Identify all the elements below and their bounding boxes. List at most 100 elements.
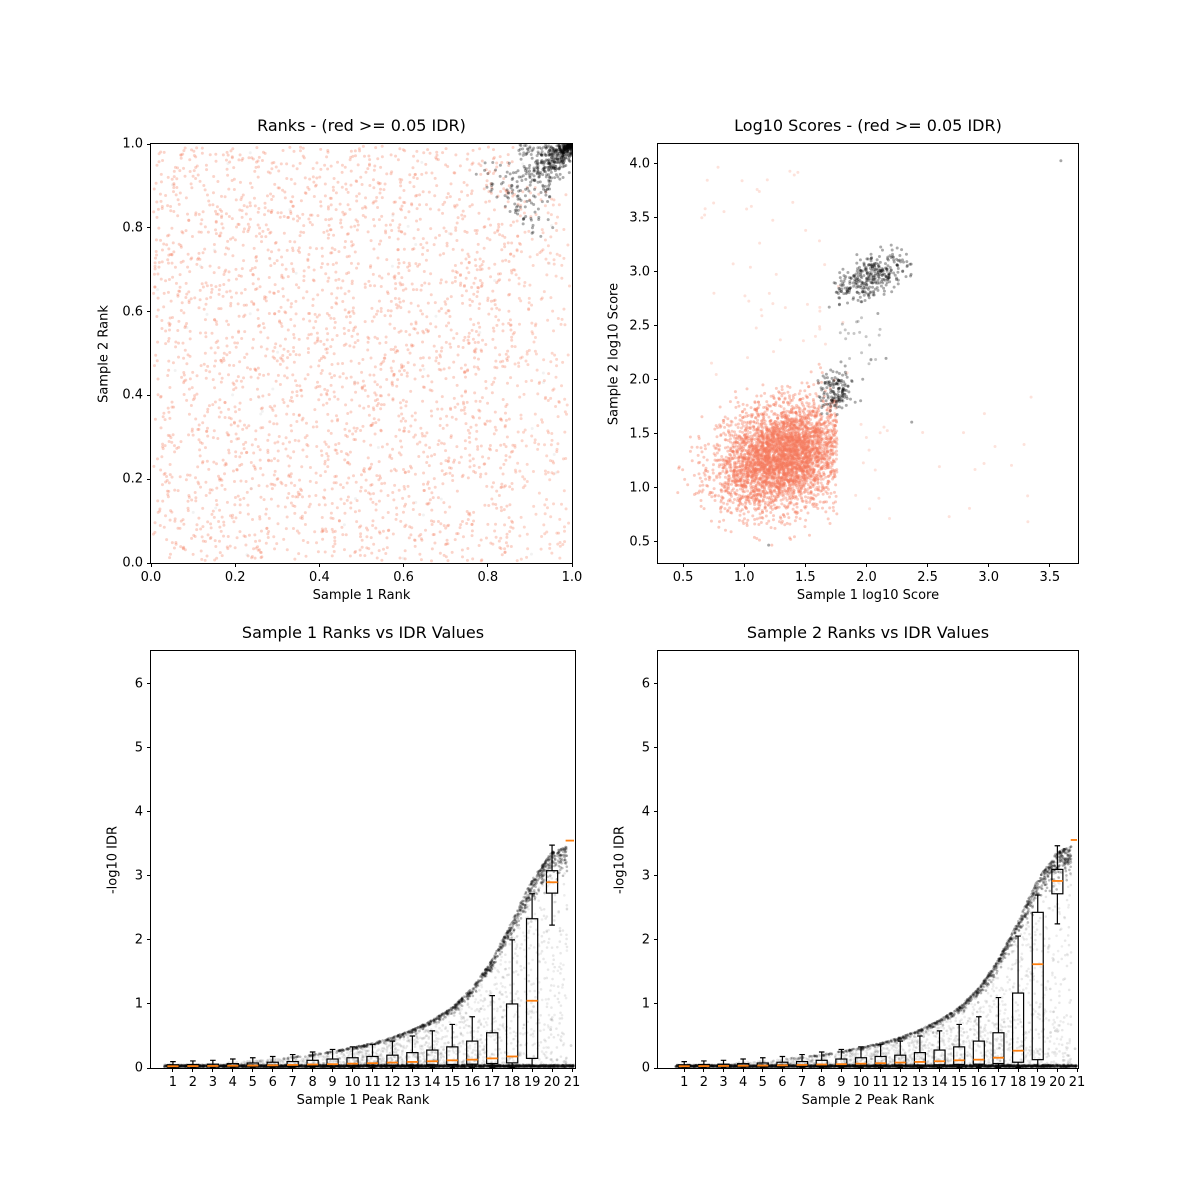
x-tick-label: 11 [364, 1075, 381, 1090]
x-tick-mark [531, 1068, 533, 1072]
x-tick-label: 11 [872, 1075, 889, 1090]
x-tick-mark [762, 1068, 764, 1072]
x-tick-mark [899, 1068, 901, 1072]
y-tick-label: 1 [641, 996, 650, 1012]
x-tick-mark [988, 563, 990, 567]
x-tick-label: 10 [344, 1075, 361, 1090]
x-tick-label: 14 [424, 1075, 441, 1090]
y-tick-label: 4.0 [629, 156, 650, 172]
y-tick-mark [654, 163, 658, 165]
x-axis-label-sample1-idr: Sample 1 Peak Rank [296, 1093, 430, 1108]
y-tick-label: 6 [134, 676, 143, 692]
x-tick-mark [391, 1068, 393, 1072]
x-tick-label: 6 [268, 1075, 277, 1090]
plot-title-sample1-idr: Sample 1 Ranks vs IDR Values [241, 623, 485, 642]
x-tick-mark [352, 1068, 354, 1072]
y-tick-mark [147, 939, 151, 941]
x-tick-mark [939, 1068, 941, 1072]
y-axis-label-ranks: Sample 2 Rank [96, 304, 112, 403]
y-tick-mark [147, 875, 151, 877]
sample2-idr-canvas [658, 651, 1078, 1068]
ranks-scatter-canvas [151, 144, 572, 563]
x-axis-label-scores: Sample 1 log10 Score [796, 588, 940, 603]
x-tick-label: 1.5 [794, 570, 816, 585]
y-tick-label: 2 [134, 932, 143, 948]
x-tick-label: 15 [950, 1075, 968, 1090]
y-tick-label: 0.6 [122, 304, 143, 320]
y-tick-label: 5 [641, 740, 650, 756]
y-tick-label: 5 [134, 740, 143, 756]
y-tick-mark [147, 143, 151, 145]
y-tick-mark [147, 683, 151, 685]
x-tick-label: 3.5 [1039, 570, 1061, 585]
x-tick-mark [722, 1068, 724, 1072]
y-tick-label: 3.5 [629, 210, 650, 226]
x-tick-label: 1 [168, 1075, 178, 1090]
y-tick-mark [654, 487, 658, 489]
x-tick-label: 0.5 [672, 570, 694, 585]
y-tick-mark [147, 1067, 151, 1069]
x-tick-label: 0.8 [477, 570, 499, 585]
x-tick-mark [927, 563, 929, 567]
y-tick-mark [654, 1003, 658, 1005]
x-tick-label: 21 [1068, 1075, 1086, 1090]
subplot-ranks-scatter: Ranks - (red >= 0.05 IDR) Sample 2 Rank … [97, 116, 583, 603]
x-tick-label: 2 [188, 1075, 198, 1090]
y-axis-label-sample2-idr: -log10 IDR [612, 825, 628, 894]
y-tick-label: 1.5 [629, 426, 650, 442]
x-tick-mark [511, 1068, 513, 1072]
y-tick-mark [147, 311, 151, 313]
x-tick-label: 16 [970, 1075, 988, 1090]
x-tick-label: 13 [911, 1075, 929, 1090]
y-tick-mark [654, 939, 658, 941]
x-tick-mark [742, 1068, 744, 1072]
y-tick-label: 2.5 [629, 318, 650, 334]
y-tick-label: 0.4 [122, 387, 143, 403]
x-tick-label: 20 [543, 1075, 561, 1090]
x-tick-mark [491, 1068, 493, 1072]
y-tick-mark [147, 394, 151, 396]
x-tick-mark [571, 1068, 573, 1072]
y-tick-label: 2.0 [629, 372, 650, 388]
x-tick-mark [997, 1068, 999, 1072]
x-tick-mark [212, 1068, 214, 1072]
y-tick-label: 0.5 [629, 534, 650, 550]
x-tick-mark [865, 563, 867, 567]
x-tick-mark [703, 1068, 705, 1072]
x-tick-label: 18 [503, 1075, 521, 1090]
sample1-idr-canvas [151, 651, 575, 1068]
x-tick-label: 12 [891, 1075, 909, 1090]
x-tick-mark [487, 563, 489, 567]
y-tick-mark [654, 875, 658, 877]
y-tick-mark [654, 217, 658, 219]
x-tick-label: 7 [288, 1075, 297, 1090]
x-tick-mark [403, 563, 405, 567]
x-tick-mark [252, 1068, 254, 1072]
y-tick-label: 0.8 [122, 220, 143, 236]
y-tick-mark [654, 379, 658, 381]
x-tick-mark [451, 1068, 453, 1072]
x-tick-mark [371, 1068, 373, 1072]
x-tick-mark [1049, 563, 1051, 567]
x-tick-mark [551, 1068, 553, 1072]
x-tick-label: 8 [308, 1075, 317, 1090]
y-tick-label: 3 [134, 868, 143, 884]
x-tick-mark [318, 563, 320, 567]
x-tick-label: 0.0 [140, 570, 162, 585]
x-tick-label: 13 [404, 1075, 421, 1090]
y-tick-mark [147, 747, 151, 749]
x-tick-mark [919, 1068, 921, 1072]
x-tick-label: 18 [1009, 1075, 1027, 1090]
x-tick-label: 2.0 [856, 570, 877, 585]
x-tick-mark [431, 1068, 433, 1072]
y-tick-mark [654, 433, 658, 435]
x-tick-label: 3.0 [978, 570, 1000, 585]
y-tick-label: 3.0 [629, 264, 650, 280]
x-tick-label: 17 [990, 1075, 1007, 1090]
y-axis-label-scores: Sample 2 log10 Score [606, 282, 622, 425]
x-tick-mark [1056, 1068, 1058, 1072]
x-tick-label: 3 [208, 1075, 217, 1090]
y-tick-mark [654, 271, 658, 273]
x-tick-mark [192, 1068, 194, 1072]
